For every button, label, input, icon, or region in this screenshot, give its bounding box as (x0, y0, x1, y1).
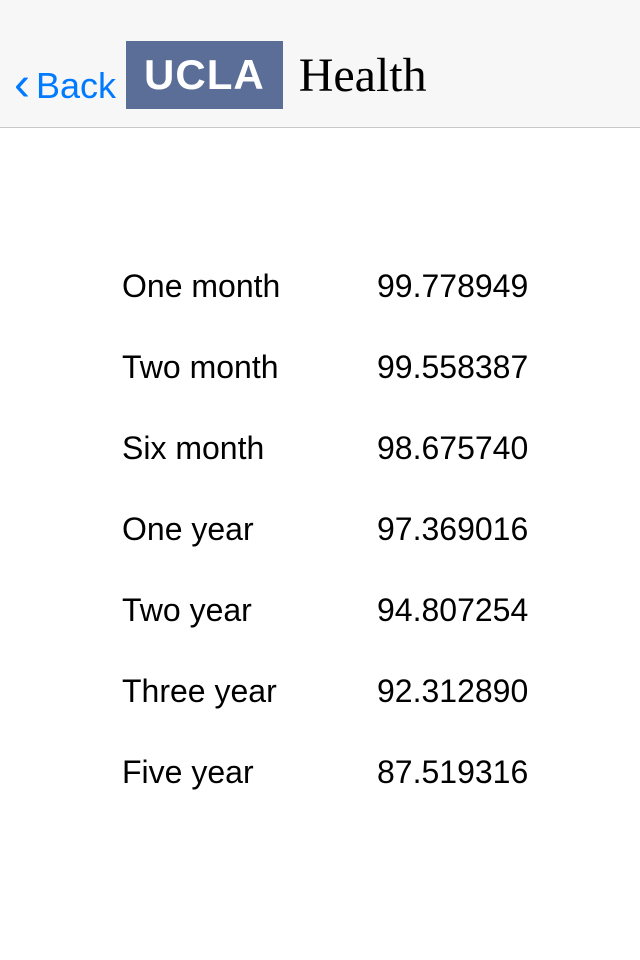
row-value: 87.519316 (377, 754, 528, 791)
row-label: Two month (122, 349, 377, 386)
row-value: 92.312890 (377, 673, 528, 710)
row-label: Three year (122, 673, 377, 710)
table-row: One month 99.778949 (122, 268, 590, 305)
table-row: Five year 87.519316 (122, 754, 590, 791)
table-row: Two year 94.807254 (122, 592, 590, 629)
row-value: 97.369016 (377, 511, 528, 548)
table-row: Six month 98.675740 (122, 430, 590, 467)
row-label: Six month (122, 430, 377, 467)
row-value: 99.778949 (377, 268, 528, 305)
back-button[interactable]: ‹ Back (0, 63, 116, 109)
row-label: Five year (122, 754, 377, 791)
row-label: One year (122, 511, 377, 548)
health-text: Health (299, 48, 427, 103)
ucla-badge: UCLA (126, 41, 283, 109)
row-label: One month (122, 268, 377, 305)
row-value: 94.807254 (377, 592, 528, 629)
back-label: Back (36, 65, 116, 107)
table-row: Three year 92.312890 (122, 673, 590, 710)
row-value: 99.558387 (377, 349, 528, 386)
row-label: Two year (122, 592, 377, 629)
table-row: One year 97.369016 (122, 511, 590, 548)
nav-bar: ‹ Back UCLA Health (0, 0, 640, 128)
logo: UCLA Health (126, 41, 427, 109)
row-value: 98.675740 (377, 430, 528, 467)
table-row: Two month 99.558387 (122, 349, 590, 386)
data-table: One month 99.778949 Two month 99.558387 … (0, 128, 640, 791)
chevron-left-icon: ‹ (14, 61, 30, 109)
